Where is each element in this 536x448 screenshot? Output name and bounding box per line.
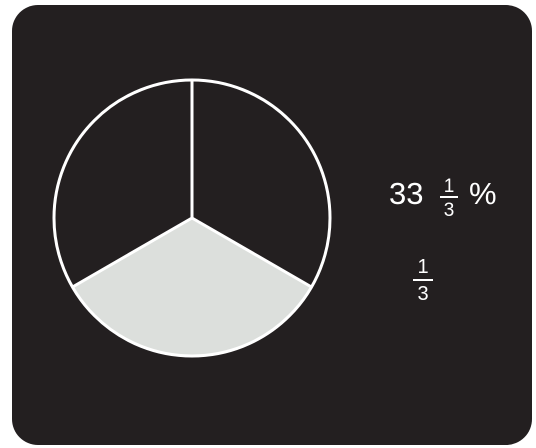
percent-numerator: 1: [444, 176, 455, 197]
divider: [191, 216, 313, 289]
panel: [12, 5, 532, 445]
percent-sign: %: [469, 176, 497, 211]
shaded-third: [72, 218, 312, 356]
percent-label: 33 1 3 %: [389, 176, 497, 221]
percent-denominator: 3: [444, 200, 455, 221]
fraction-numerator: 1: [417, 256, 428, 278]
pie-diagram: [52, 78, 332, 358]
fraction-denominator: 3: [417, 283, 428, 305]
percent-whole: 33: [389, 176, 423, 211]
fraction-label: 1 3: [413, 256, 433, 305]
divider: [71, 216, 193, 289]
